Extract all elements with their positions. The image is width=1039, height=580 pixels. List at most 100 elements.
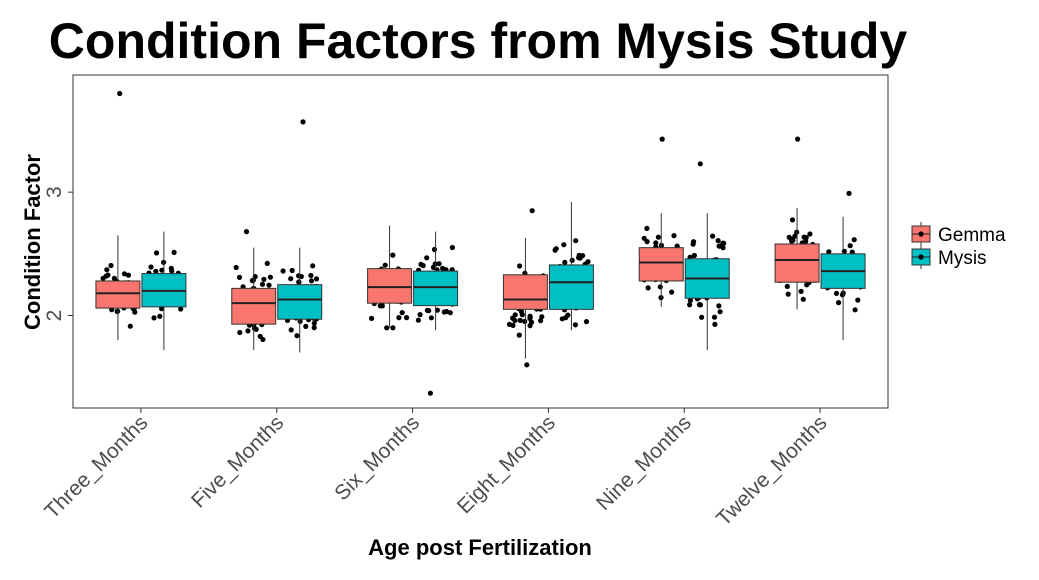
jitter-point — [717, 309, 723, 315]
jitter-point — [784, 283, 790, 289]
jitter-point — [833, 290, 840, 296]
jitter-point — [280, 268, 286, 274]
jitter-point — [710, 233, 716, 239]
jitter-point — [159, 267, 165, 273]
outlier-point — [524, 362, 530, 368]
jitter-point — [789, 236, 795, 242]
jitter-point — [447, 310, 453, 316]
jitter-point — [157, 313, 163, 319]
box-gemma — [95, 280, 141, 309]
jitter-point — [657, 284, 663, 290]
jitter-point — [296, 279, 302, 285]
legend-label-mysis: Mysis — [938, 248, 987, 269]
chart-title: Condition Factors from Mysis Study — [49, 13, 908, 69]
jitter-point — [245, 328, 251, 334]
jitter-point — [125, 272, 132, 278]
jitter-point — [826, 249, 832, 255]
jitter-point — [803, 238, 809, 244]
jitter-point — [111, 275, 117, 281]
jitter-point — [303, 323, 309, 329]
jitter-point — [721, 240, 727, 246]
jitter-point — [440, 265, 446, 271]
jitter-point — [715, 238, 721, 244]
jitter-point — [669, 289, 675, 295]
jitter-point — [847, 243, 853, 249]
jitter-point — [527, 315, 533, 322]
jitter-point — [261, 276, 267, 282]
jitter-point — [517, 317, 523, 323]
jitter-point — [565, 312, 571, 318]
jitter-point — [257, 333, 263, 339]
jitter-point — [100, 275, 106, 281]
jitter-point — [696, 302, 703, 308]
jitter-point — [313, 276, 320, 282]
jitter-point — [236, 274, 243, 280]
jitter-point — [539, 314, 545, 320]
box-gemma — [638, 247, 684, 282]
jitter-point — [583, 319, 590, 325]
outlier-point — [243, 229, 250, 235]
jitter-point — [310, 263, 316, 269]
jitter-point — [517, 263, 523, 269]
jitter-point — [562, 259, 568, 265]
jitter-point — [585, 259, 591, 265]
jitter-point — [839, 292, 846, 298]
jitter-point — [369, 315, 375, 321]
legend-point — [918, 231, 924, 237]
jitter-point — [522, 318, 528, 324]
x-tick-label: Three_Months — [40, 411, 152, 523]
jitter-point — [171, 249, 177, 255]
jitter-point — [516, 332, 522, 338]
jitter-point — [836, 300, 842, 306]
jitter-point — [441, 309, 447, 315]
outlier-point — [300, 119, 306, 125]
jitter-point — [390, 252, 396, 258]
jitter-point — [434, 307, 440, 313]
jitter-point — [104, 267, 110, 273]
jitter-point — [311, 325, 317, 331]
jitter-point — [691, 252, 698, 259]
jitter-point — [645, 285, 651, 291]
jitter-point — [655, 234, 662, 240]
jitter-point — [148, 264, 154, 270]
outlier-point — [529, 208, 535, 214]
jitter-point — [561, 242, 567, 248]
jitter-point — [641, 235, 647, 241]
box-layer — [95, 202, 866, 359]
jitter-point — [237, 329, 243, 336]
box-gemma — [231, 287, 277, 325]
jitter-point — [789, 217, 796, 223]
jitter-point — [121, 271, 128, 277]
jitter-point — [253, 326, 259, 332]
jitter-point — [404, 315, 410, 321]
jitter-point — [288, 327, 294, 333]
outlier-point — [659, 136, 665, 142]
jitter-point — [390, 325, 396, 331]
jitter-point — [449, 244, 455, 251]
x-axis: Three_Months Five_Months Six_Months Eight_M… — [40, 408, 832, 531]
jitter-point — [178, 306, 184, 312]
jitter-point — [552, 247, 558, 253]
jitter-point — [424, 307, 430, 313]
jitter-point — [308, 278, 315, 284]
jitter-point — [712, 321, 718, 327]
jitter-point — [687, 302, 693, 308]
jitter-point — [233, 264, 239, 271]
jitter-point — [108, 262, 114, 269]
jitter-point — [169, 268, 175, 274]
outlier-point — [697, 161, 703, 167]
jitter-point — [512, 317, 518, 324]
jitter-point — [518, 308, 525, 315]
jitter-point — [671, 233, 677, 239]
jitter-point — [807, 231, 813, 237]
x-tick-label: Five_Months — [187, 411, 288, 512]
jitter-point — [573, 238, 579, 244]
jitter-point — [105, 272, 111, 278]
jitter-point — [720, 245, 726, 251]
legend-point — [918, 254, 924, 260]
jitter-point — [653, 240, 659, 246]
box-gemma — [774, 243, 820, 283]
jitter-point — [569, 257, 575, 263]
jitter-point — [855, 297, 861, 303]
jitter-point — [841, 248, 847, 254]
